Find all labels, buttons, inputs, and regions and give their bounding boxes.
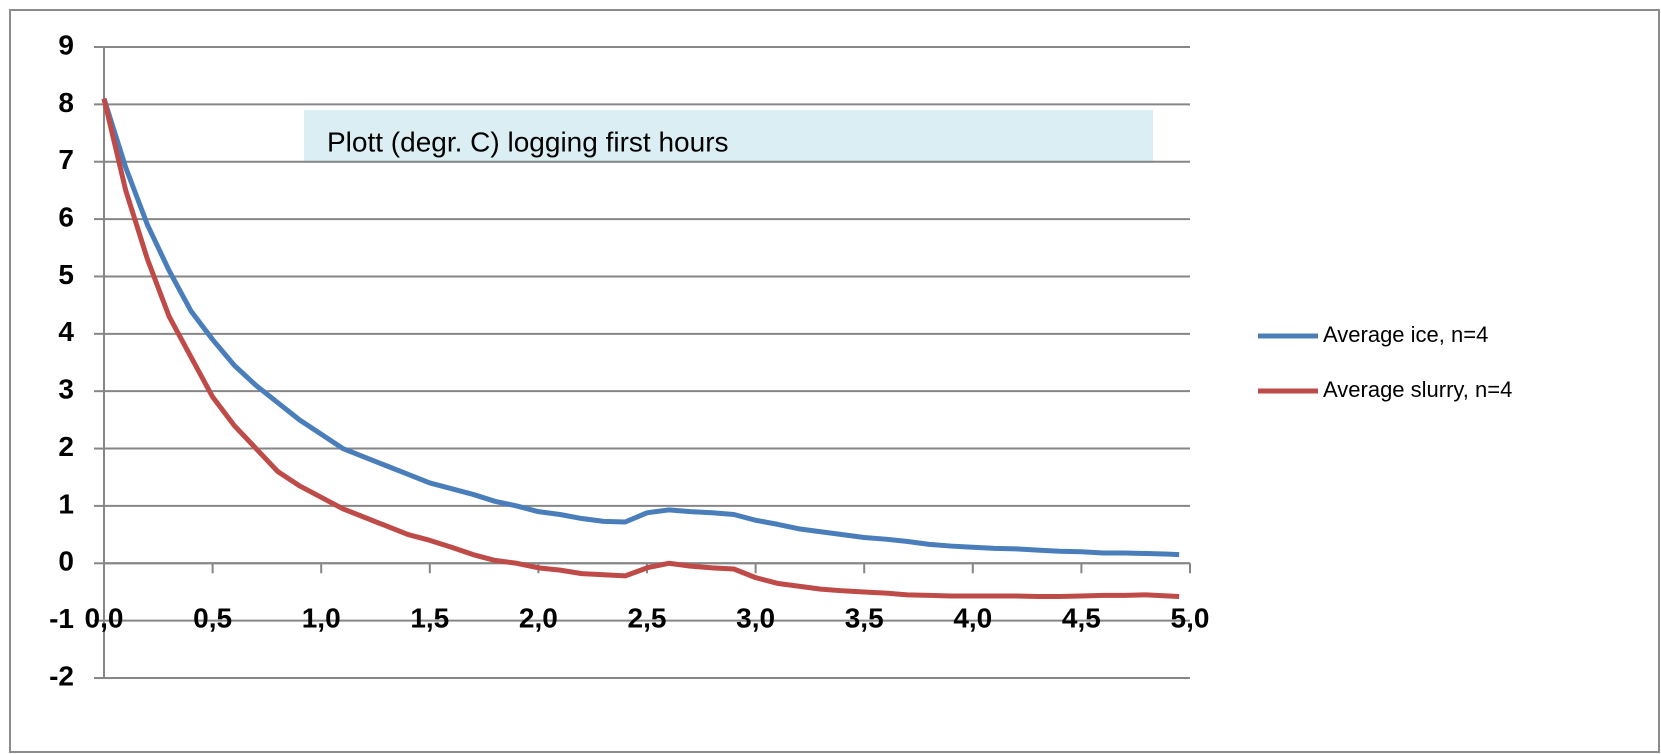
- x-tick-label: 2,0: [519, 603, 558, 634]
- x-tick-label: 5,0: [1171, 603, 1210, 634]
- x-tick-label: 4,0: [953, 603, 992, 634]
- series-line: [101, 97, 1180, 558]
- x-tick-label: 3,5: [845, 603, 884, 634]
- y-tick-label: 4: [58, 316, 74, 347]
- y-tick-label: 7: [58, 144, 74, 175]
- x-tick-label: 1,0: [302, 603, 341, 634]
- x-tick-label: 2,5: [628, 603, 667, 634]
- x-tick-label: 4,5: [1062, 603, 1101, 634]
- y-tick-label: -2: [49, 660, 74, 691]
- y-tick-label: 5: [58, 259, 74, 290]
- legend-label: Average slurry, n=4: [1323, 377, 1512, 402]
- annotation-box: [304, 110, 1153, 163]
- y-tick-label: 9: [58, 29, 74, 60]
- x-tick-label: 0,0: [85, 603, 124, 634]
- y-tick-label: -1: [49, 603, 74, 634]
- y-tick-label: 1: [58, 488, 74, 519]
- y-tick-label: 2: [58, 431, 74, 462]
- y-tick-label: 8: [58, 87, 74, 118]
- y-tick-label: 3: [58, 374, 74, 405]
- y-tick-label: 6: [58, 201, 74, 232]
- x-tick-label: 0,5: [193, 603, 232, 634]
- annotation: Plott (degr. C) logging first hours: [327, 126, 729, 157]
- legend-label: Average ice, n=4: [1323, 322, 1488, 347]
- series-line: [101, 98, 1180, 600]
- x-tick-label: 1,5: [410, 603, 449, 634]
- y-tick-label: 0: [58, 546, 74, 577]
- x-tick-label: 3,0: [736, 603, 775, 634]
